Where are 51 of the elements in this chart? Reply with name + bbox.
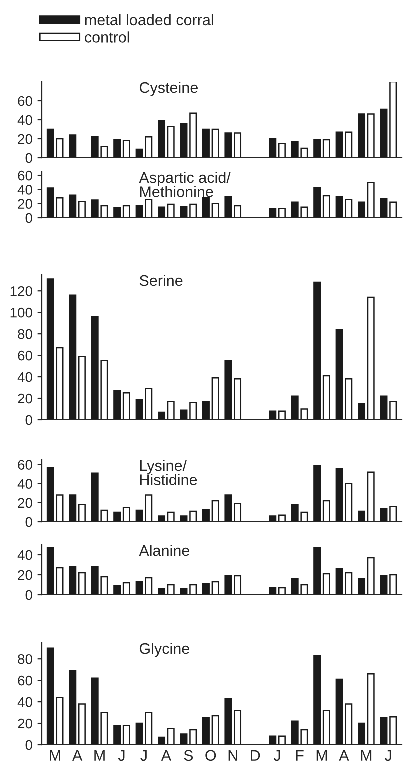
legend-label: metal loaded corral	[85, 14, 214, 26]
x-tick-label: J	[118, 750, 125, 762]
y-tick-label: 0	[26, 517, 32, 528]
x-tick-label: A	[339, 750, 350, 761]
x-tick-label: M	[316, 750, 328, 761]
chart-title: Aspartic acid/ Methionine	[139, 172, 231, 198]
legend-label: control	[85, 32, 130, 43]
y-tick-label: 60	[18, 170, 32, 181]
y-tick-label: 40	[18, 185, 32, 195]
y-tick-label: 20	[18, 134, 32, 144]
y-tick-label: 80	[18, 329, 32, 340]
y-tick-label: 100	[10, 308, 32, 318]
y-tick-label: 40	[18, 372, 32, 382]
x-tick-label: A	[161, 750, 172, 761]
y-tick-label: 20	[18, 498, 32, 508]
y-tick-label: 60	[18, 460, 32, 470]
y-tick-label: 0	[26, 415, 32, 426]
y-tick-label: 40	[18, 550, 32, 560]
y-tick-label: 20	[18, 199, 32, 210]
chart-title: Lysine/ Histidine	[140, 460, 198, 486]
y-tick-label: 20	[18, 718, 32, 729]
y-tick-label: 40	[18, 697, 32, 708]
y-tick-label: 80	[18, 654, 32, 664]
x-tick-label: A	[72, 750, 83, 761]
y-tick-label: 0	[26, 153, 32, 164]
y-tick-label: 120	[10, 286, 32, 296]
x-tick-label: J	[385, 750, 392, 762]
y-tick-label: 60	[18, 676, 32, 686]
y-tick-label: 0	[26, 590, 32, 600]
x-tick-label: S	[184, 750, 194, 762]
x-tick-label: N	[228, 750, 238, 761]
y-tick-label: 0	[26, 213, 32, 224]
x-tick-label: M	[50, 750, 60, 761]
chart-title: Cysteine	[140, 82, 198, 96]
x-tick-label: O	[206, 750, 216, 762]
y-tick-label: 20	[18, 394, 32, 404]
chart-title: Alanine	[139, 545, 190, 556]
y-tick-label: 60	[18, 96, 32, 106]
x-tick-label: M	[94, 750, 105, 761]
y-tick-label: 20	[18, 570, 32, 580]
y-tick-label: 40	[18, 115, 32, 126]
y-tick-label: 0	[26, 740, 32, 750]
x-tick-label: J	[140, 750, 147, 762]
x-tick-label: M	[361, 750, 372, 761]
x-tick-label: F	[296, 750, 304, 761]
y-tick-label: 40	[18, 479, 32, 490]
chart-title: Serine	[140, 275, 183, 286]
y-tick-label: 60	[18, 350, 32, 361]
chart-title: Glycine	[140, 643, 190, 658]
x-tick-label: J	[274, 750, 280, 762]
x-tick-label: D	[251, 750, 260, 761]
